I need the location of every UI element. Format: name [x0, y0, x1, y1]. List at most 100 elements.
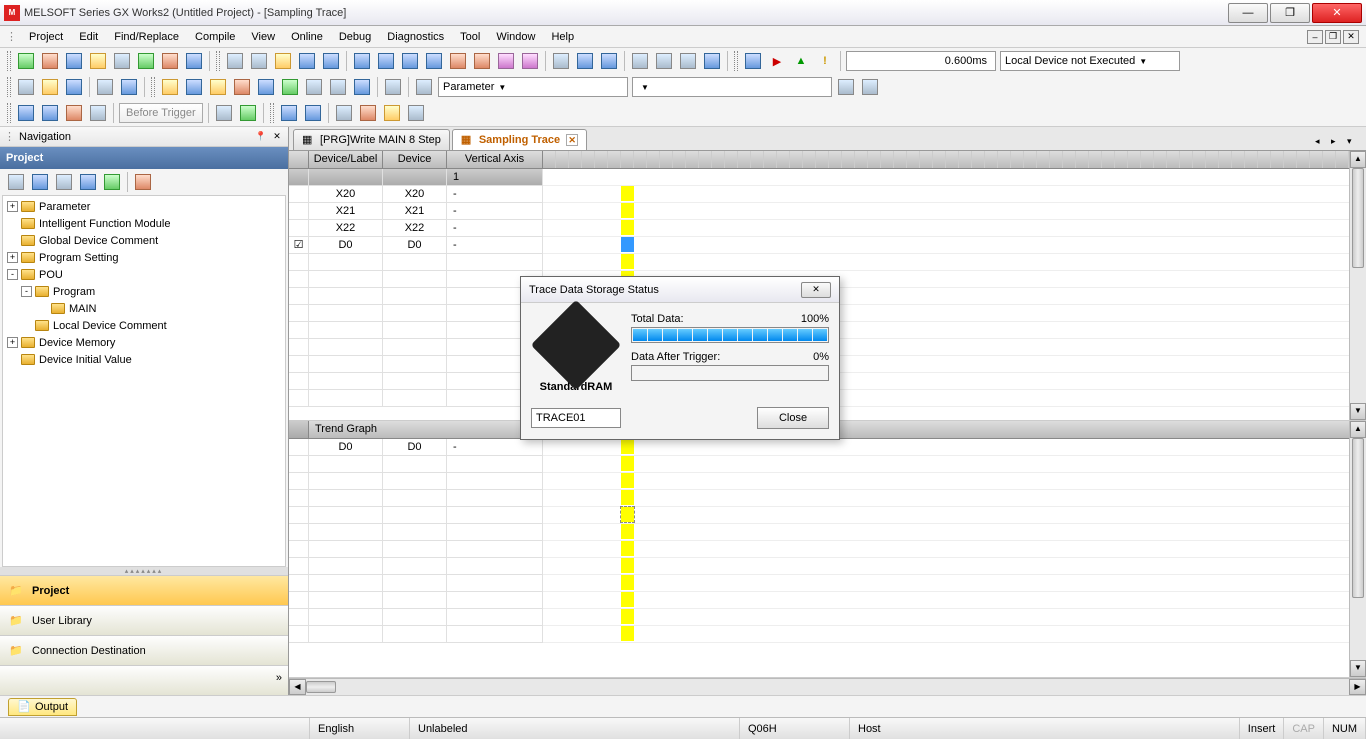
tree-expander[interactable]: -	[21, 286, 32, 297]
tab-next-icon[interactable]: ▸	[1331, 136, 1345, 150]
empty-combo[interactable]: ▼	[632, 77, 832, 97]
scroll-up-icon[interactable]: ▲	[1350, 151, 1366, 168]
toolbar-grip[interactable]	[7, 103, 11, 123]
table-row[interactable]: X20X20-	[289, 186, 543, 203]
maximize-button[interactable]: ❐	[1270, 3, 1310, 23]
tb-icon[interactable]	[278, 102, 300, 124]
tb-icon[interactable]	[835, 76, 857, 98]
mdi-minimize-button[interactable]: –	[1307, 30, 1323, 44]
tb-icon[interactable]	[159, 50, 181, 72]
toolbar-grip[interactable]	[151, 77, 155, 97]
tb-icon[interactable]	[333, 102, 355, 124]
mdi-close-button[interactable]: ✕	[1343, 30, 1359, 44]
table-row[interactable]: ☑D0D0-	[289, 237, 543, 254]
menu-diagnostics[interactable]: Diagnostics	[379, 29, 452, 45]
tb-icon[interactable]	[135, 50, 157, 72]
tb-icon[interactable]	[351, 76, 373, 98]
menu-project[interactable]: Project	[21, 29, 71, 45]
tree-expander[interactable]: -	[7, 269, 18, 280]
tb-icon[interactable]	[132, 171, 154, 193]
open-icon[interactable]	[39, 76, 61, 98]
tb-icon[interactable]	[742, 50, 764, 72]
tb-icon[interactable]	[351, 50, 373, 72]
menu-edit[interactable]: Edit	[71, 29, 106, 45]
tree-node[interactable]: Device Initial Value	[3, 351, 285, 368]
nav-section-connection-destination[interactable]: 📁Connection Destination	[0, 635, 288, 665]
tb-icon[interactable]	[63, 102, 85, 124]
error-icon[interactable]: !	[814, 50, 836, 72]
before-trigger-button[interactable]: Before Trigger	[119, 103, 203, 123]
tb-icon[interactable]	[159, 76, 181, 98]
tb-icon[interactable]	[629, 50, 651, 72]
project-tree[interactable]: +ParameterIntelligent Function ModuleGlo…	[2, 195, 286, 567]
scroll-thumb[interactable]	[306, 681, 336, 693]
tb-icon[interactable]	[183, 76, 205, 98]
redo-icon[interactable]	[320, 50, 342, 72]
tb-icon[interactable]	[399, 50, 421, 72]
menu-help[interactable]: Help	[543, 29, 582, 45]
toolbar-grip[interactable]	[734, 51, 738, 71]
vscrollbar[interactable]: ▲ ▼	[1349, 421, 1366, 677]
dialog-close-button[interactable]: Close	[757, 407, 829, 429]
scroll-left-icon[interactable]: ◀	[289, 679, 306, 695]
close-button[interactable]: ✕	[1312, 3, 1362, 23]
print-icon[interactable]	[94, 76, 116, 98]
tb-icon[interactable]	[701, 50, 723, 72]
tb-icon[interactable]	[303, 76, 325, 98]
scroll-right-icon[interactable]: ▶	[1349, 679, 1366, 695]
col-header[interactable]	[289, 151, 309, 168]
scroll-thumb[interactable]	[1352, 168, 1364, 268]
tree-node[interactable]: Global Device Comment	[3, 232, 285, 249]
dialog-titlebar[interactable]: Trace Data Storage Status ✕	[521, 277, 839, 303]
tab-close-icon[interactable]: ✕	[566, 134, 578, 146]
tb-icon[interactable]	[302, 102, 324, 124]
minimize-button[interactable]: —	[1228, 3, 1268, 23]
table-row[interactable]: D0D0-	[289, 439, 543, 456]
tree-node[interactable]: -Program	[3, 283, 285, 300]
tb-icon[interactable]	[15, 102, 37, 124]
save-icon[interactable]	[63, 76, 85, 98]
toolbar-grip[interactable]	[270, 103, 274, 123]
zoom-icon[interactable]	[382, 76, 404, 98]
tb-icon[interactable]	[653, 50, 675, 72]
tree-node[interactable]: -POU	[3, 266, 285, 283]
tb-icon[interactable]	[550, 50, 572, 72]
tb-icon[interactable]	[495, 50, 517, 72]
menu-compile[interactable]: Compile	[187, 29, 243, 45]
tb-icon[interactable]	[677, 50, 699, 72]
tb-icon[interactable]	[213, 102, 235, 124]
tb-icon[interactable]	[53, 171, 75, 193]
cut-icon[interactable]	[224, 50, 246, 72]
menu-window[interactable]: Window	[488, 29, 543, 45]
nav-overflow[interactable]: »	[0, 665, 288, 695]
new-icon[interactable]	[15, 76, 37, 98]
tree-expander[interactable]: +	[7, 201, 18, 212]
menu-debug[interactable]: Debug	[331, 29, 379, 45]
tb-icon[interactable]	[598, 50, 620, 72]
tree-node[interactable]: +Parameter	[3, 198, 285, 215]
paste-icon[interactable]	[272, 50, 294, 72]
tb-icon[interactable]	[471, 50, 493, 72]
tb-icon[interactable]	[63, 50, 85, 72]
warning-icon[interactable]: ▲	[790, 50, 812, 72]
col-header[interactable]: Device	[383, 151, 447, 168]
toolbar-grip[interactable]	[7, 77, 11, 97]
play-icon[interactable]: ▶	[766, 50, 788, 72]
mdi-restore-button[interactable]: ❐	[1325, 30, 1341, 44]
tb-icon[interactable]	[357, 102, 379, 124]
tb-icon[interactable]	[231, 76, 253, 98]
tb-icon[interactable]	[447, 50, 469, 72]
tb-icon[interactable]	[29, 171, 51, 193]
editor-tab[interactable]: ▦[PRG]Write MAIN 8 Step	[293, 129, 450, 150]
editor-tab[interactable]: ▦Sampling Trace✕	[452, 129, 587, 150]
tb-icon[interactable]	[255, 76, 277, 98]
copy-icon[interactable]	[248, 50, 270, 72]
tab-prev-icon[interactable]: ◂	[1315, 136, 1329, 150]
trace-lower-chart[interactable]: ▲ ▼	[543, 421, 1366, 677]
hscrollbar[interactable]: ◀ ▶	[289, 678, 1366, 695]
tb-icon[interactable]	[87, 50, 109, 72]
tb-icon[interactable]	[237, 102, 259, 124]
tb-icon[interactable]	[15, 50, 37, 72]
tab-menu-icon[interactable]: ▾	[1347, 136, 1361, 150]
tb-icon[interactable]	[279, 76, 301, 98]
